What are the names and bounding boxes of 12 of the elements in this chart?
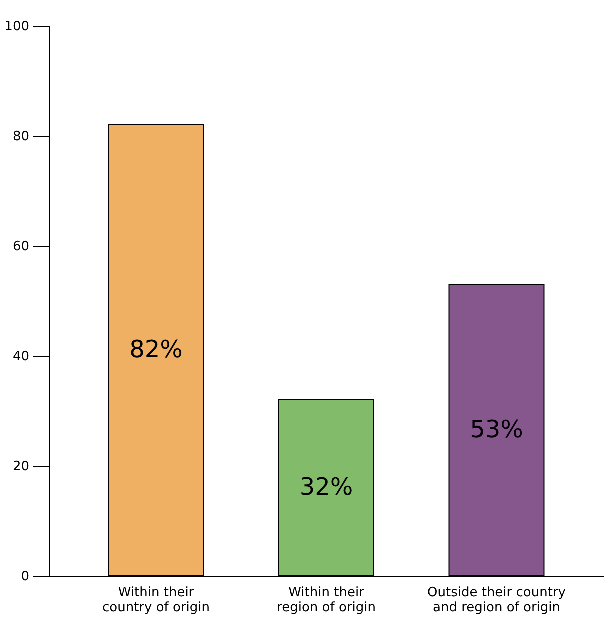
y-tick-label: 80 — [12, 130, 30, 144]
y-tick-label: 60 — [12, 240, 30, 254]
y-tick-label: 0 — [21, 570, 30, 584]
data-label: 53% — [470, 415, 524, 444]
y-tick-label: 20 — [12, 460, 30, 474]
y-tick-label: 40 — [12, 350, 30, 364]
data-label: 82% — [130, 336, 183, 364]
y-tick-label: 100 — [4, 20, 30, 34]
x-tick-label: Within their region of origin — [277, 586, 376, 616]
x-tick-label: Outside their country and region of origin — [428, 586, 566, 616]
x-tick-label: Within their country of origin — [102, 586, 210, 616]
data-label: 32% — [300, 473, 354, 501]
